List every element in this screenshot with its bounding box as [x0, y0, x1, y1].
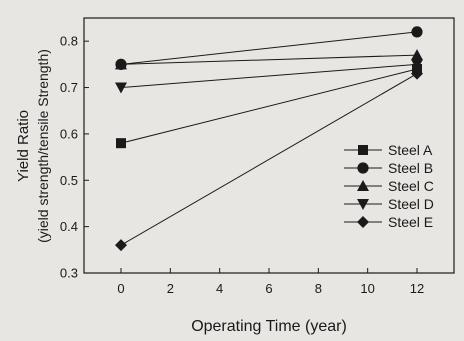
y-axis-label-line2: (yield strength/tensile Strength) — [35, 49, 51, 243]
legend-label: Steel B — [388, 160, 433, 176]
y-tick-label: 0.4 — [60, 219, 78, 234]
axis-ticks: 0 2 4 6 8 10 12 0.3 0.4 0.5 0.6 0.7 0.8 — [60, 34, 424, 296]
x-tick-label: 4 — [216, 281, 223, 296]
legend-marker — [357, 199, 369, 210]
y-tick-label: 0.5 — [60, 173, 78, 188]
series-line — [120, 54, 418, 65]
data-point — [411, 49, 423, 61]
series-line — [120, 68, 418, 144]
legend-marker — [357, 162, 369, 174]
x-axis-label: Operating Time (year) — [191, 318, 347, 335]
x-tick-label: 2 — [167, 281, 174, 296]
series-line — [120, 73, 418, 246]
series-line — [120, 63, 418, 89]
y-tick-label: 0.6 — [60, 126, 78, 141]
x-tick-label: 0 — [117, 281, 124, 296]
x-tick-label: 12 — [410, 281, 424, 296]
y-tick-label: 0.3 — [60, 266, 78, 281]
data-point — [411, 26, 423, 38]
legend-label: Steel E — [388, 214, 433, 230]
data-point — [116, 138, 126, 149]
data-point — [115, 239, 127, 252]
y-axis-label-line1: Yield Ratio — [15, 110, 32, 182]
data-point — [411, 67, 423, 80]
x-tick-label: 6 — [265, 281, 272, 296]
y-tick-label: 0.8 — [60, 34, 78, 49]
y-tick-label: 0.7 — [60, 80, 78, 95]
x-tick-label: 8 — [315, 281, 322, 296]
data-point — [115, 82, 127, 94]
legend-label: Steel A — [388, 142, 433, 158]
series-lines — [120, 31, 418, 246]
series-markers — [115, 26, 423, 252]
legend-label: Steel C — [388, 178, 434, 194]
x-tick-label: 10 — [360, 281, 374, 296]
data-point — [411, 59, 423, 71]
legend-marker — [358, 145, 368, 155]
legend-marker — [357, 216, 369, 228]
data-point — [115, 58, 127, 70]
series-line — [120, 31, 418, 65]
legend: Steel A Steel B Steel C Steel D Steel E — [344, 142, 434, 230]
legend-marker — [357, 180, 369, 191]
legend-label: Steel D — [388, 196, 434, 212]
